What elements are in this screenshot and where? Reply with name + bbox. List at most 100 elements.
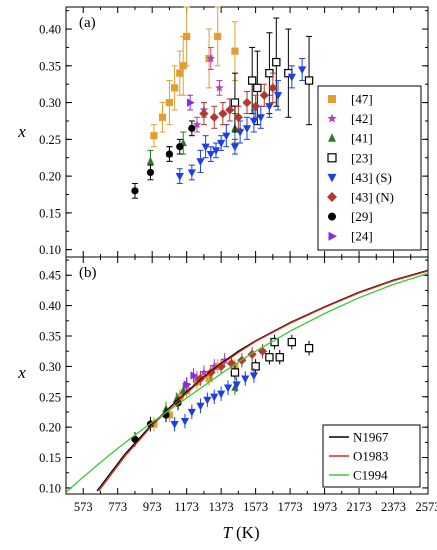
data-point xyxy=(223,384,233,393)
data-point xyxy=(176,393,184,401)
data-point xyxy=(175,173,184,181)
panel-b-x-tick-label: 1373 xyxy=(209,500,234,514)
data-point xyxy=(226,358,237,368)
data-point xyxy=(251,362,260,371)
data-point xyxy=(179,386,187,394)
panel-b-frame xyxy=(65,256,429,495)
legend-entry-label: [43] (N) xyxy=(351,190,394,205)
panel-a-y-tick-label: 0.15 xyxy=(39,206,61,220)
data-point xyxy=(230,143,240,152)
panel-a-legend xyxy=(317,85,422,251)
data-point xyxy=(225,105,235,115)
data-point xyxy=(199,109,209,119)
data-point xyxy=(304,76,314,85)
panel-b-y-tick-label: 0.20 xyxy=(39,421,61,435)
panel-a-y-tick-label: 0.10 xyxy=(39,243,61,257)
data-point xyxy=(192,120,202,129)
legend-marker xyxy=(327,153,337,163)
data-point xyxy=(205,374,213,383)
panel-a: 0.10 0.15 0.20 0.25 0.30 0.35 0.40 (a) x [47] [42]… xyxy=(17,6,429,258)
data-point xyxy=(236,128,245,137)
panel-b-y-axis-label: x xyxy=(17,363,26,382)
legend-marker xyxy=(328,212,336,221)
legend-entry-label: N1967 xyxy=(353,430,389,445)
data-point xyxy=(230,368,240,377)
data-point xyxy=(242,125,252,133)
data-point xyxy=(190,371,199,380)
legend-entry-label: [47] xyxy=(351,92,373,107)
data-point xyxy=(251,101,261,111)
data-point xyxy=(222,132,231,141)
data-point xyxy=(158,113,167,121)
panel-b-x-tick-label: 1773 xyxy=(278,500,303,514)
panel-b-x-tick-label: 573 xyxy=(74,500,93,514)
data-point xyxy=(287,337,297,347)
legend-entry-label: O1983 xyxy=(353,449,388,464)
data-point xyxy=(214,32,222,41)
panel-a-label: (a) xyxy=(79,15,96,31)
panel-b-x-tick-label: 1973 xyxy=(312,500,337,514)
data-point xyxy=(176,69,184,77)
legend-entry-label: [23] xyxy=(351,150,373,165)
data-point xyxy=(183,380,192,389)
legend-entry-label: [43] (S) xyxy=(351,170,392,185)
panel-b-x-axis-unit: (K) xyxy=(236,523,260,542)
panel-b-y-tick-label: 0.45 xyxy=(39,269,61,283)
legend-marker xyxy=(328,95,336,103)
data-point xyxy=(249,372,258,381)
legend-entry-label: C1994 xyxy=(353,468,388,483)
data-point xyxy=(230,98,240,107)
panel-b-x-tick-label: 2573 xyxy=(416,500,437,514)
data-point xyxy=(268,83,278,93)
panel-b-x-tick-label: 973 xyxy=(143,500,162,514)
panel-b-label: (b) xyxy=(79,265,97,281)
data-point xyxy=(256,114,265,122)
legend-entry-label: [42] xyxy=(351,111,373,126)
data-point xyxy=(215,83,224,92)
data-point xyxy=(210,393,219,402)
legend-marker xyxy=(328,133,336,142)
panel-b-y-tick-label: 0.40 xyxy=(39,299,61,313)
data-point xyxy=(146,168,155,177)
data-point xyxy=(199,367,209,377)
data-point xyxy=(304,343,314,353)
legend-marker xyxy=(327,192,337,202)
data-point xyxy=(217,139,226,148)
data-point xyxy=(171,84,179,92)
panel-b-x-tick-label: 2373 xyxy=(381,500,406,514)
data-point xyxy=(216,361,226,371)
data-point xyxy=(217,390,226,399)
legend-marker xyxy=(328,231,337,241)
panel-b-x-axis-label: T xyxy=(223,523,234,542)
data-point xyxy=(273,92,283,100)
panel-b-x-tick-label: 1573 xyxy=(243,500,268,514)
legend-entry-label: [24] xyxy=(351,229,373,244)
data-point xyxy=(206,53,216,63)
data-point xyxy=(150,132,158,140)
data-point xyxy=(218,109,228,119)
panel-a-y-tick-label: 0.40 xyxy=(39,23,61,37)
data-point xyxy=(231,47,239,55)
data-point xyxy=(203,396,212,405)
data-point xyxy=(249,117,258,126)
data-point xyxy=(206,150,215,159)
data-point xyxy=(165,98,174,107)
data-point xyxy=(233,112,243,122)
panel-b-y-tick-label: 0.35 xyxy=(39,330,61,344)
panel-b-x-tick-label: 773 xyxy=(108,500,127,514)
data-point xyxy=(196,402,205,411)
data-point xyxy=(287,73,296,82)
data-point xyxy=(298,66,307,75)
legend-entry-label: [29] xyxy=(351,209,373,224)
panel-b-y-tick-label: 0.10 xyxy=(39,481,61,495)
data-point xyxy=(241,375,250,384)
data-point xyxy=(165,150,174,158)
data-point xyxy=(259,90,269,100)
legend-marker xyxy=(327,173,337,183)
data-point xyxy=(253,83,262,93)
data-point xyxy=(247,76,257,85)
panel-b-y-tick-label: 0.30 xyxy=(39,360,61,374)
data-point xyxy=(265,353,274,362)
data-point xyxy=(180,417,190,426)
